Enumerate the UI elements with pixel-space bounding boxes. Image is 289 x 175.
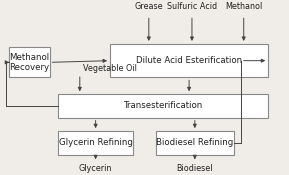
Text: Methanol: Methanol xyxy=(225,2,262,11)
Text: Biodiesel: Biodiesel xyxy=(177,164,213,173)
Bar xyxy=(110,44,268,77)
Text: Vegetable Oil: Vegetable Oil xyxy=(83,64,136,73)
Text: Grease: Grease xyxy=(134,2,163,11)
Text: Sulfuric Acid: Sulfuric Acid xyxy=(167,2,217,11)
Bar xyxy=(58,131,133,155)
Bar xyxy=(156,131,234,155)
Text: Dilute Acid Esterification: Dilute Acid Esterification xyxy=(136,56,242,65)
Bar xyxy=(9,47,50,77)
Text: Glycerin Refining: Glycerin Refining xyxy=(59,138,133,147)
Text: Methanol
Recovery: Methanol Recovery xyxy=(10,53,49,72)
Text: Biodiesel Refining: Biodiesel Refining xyxy=(156,138,234,147)
Bar xyxy=(58,94,268,118)
Text: Glycerin: Glycerin xyxy=(79,164,112,173)
Text: Transesterification: Transesterification xyxy=(124,102,203,110)
